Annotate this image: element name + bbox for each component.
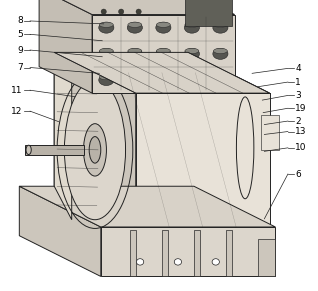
Ellipse shape xyxy=(99,48,113,54)
Ellipse shape xyxy=(136,9,141,14)
Text: 7: 7 xyxy=(17,63,23,72)
Polygon shape xyxy=(54,52,188,186)
Ellipse shape xyxy=(128,22,142,27)
Ellipse shape xyxy=(99,74,113,80)
Ellipse shape xyxy=(156,74,171,86)
Ellipse shape xyxy=(26,145,31,155)
Ellipse shape xyxy=(184,48,199,59)
Text: 12: 12 xyxy=(11,107,23,116)
Polygon shape xyxy=(194,230,200,276)
Ellipse shape xyxy=(213,22,228,33)
Polygon shape xyxy=(162,230,168,276)
Polygon shape xyxy=(54,52,136,227)
Bar xyxy=(25,145,84,155)
Ellipse shape xyxy=(128,48,142,54)
Ellipse shape xyxy=(127,22,142,33)
Text: 11: 11 xyxy=(11,86,23,95)
Bar xyxy=(261,115,279,150)
Polygon shape xyxy=(136,93,270,227)
Ellipse shape xyxy=(99,22,113,27)
Ellipse shape xyxy=(99,74,114,86)
Ellipse shape xyxy=(119,9,124,14)
Polygon shape xyxy=(92,15,235,93)
Ellipse shape xyxy=(185,48,199,54)
Ellipse shape xyxy=(213,74,228,86)
Ellipse shape xyxy=(84,124,107,176)
Text: 6: 6 xyxy=(295,170,301,178)
Polygon shape xyxy=(39,0,92,93)
Text: 3: 3 xyxy=(295,91,301,100)
Text: 1: 1 xyxy=(295,78,301,86)
Ellipse shape xyxy=(213,74,227,80)
Ellipse shape xyxy=(185,22,199,27)
Ellipse shape xyxy=(89,136,101,163)
Ellipse shape xyxy=(99,22,114,33)
Ellipse shape xyxy=(184,74,199,86)
Text: 10: 10 xyxy=(295,143,307,152)
Polygon shape xyxy=(54,52,270,93)
Ellipse shape xyxy=(213,22,227,27)
Ellipse shape xyxy=(99,48,114,59)
Polygon shape xyxy=(130,230,136,276)
Polygon shape xyxy=(54,52,72,220)
Ellipse shape xyxy=(213,48,227,54)
Polygon shape xyxy=(101,227,275,276)
Polygon shape xyxy=(19,186,101,276)
Ellipse shape xyxy=(213,48,228,59)
Ellipse shape xyxy=(136,259,144,265)
Text: 13: 13 xyxy=(295,127,307,136)
Text: 4: 4 xyxy=(295,64,301,73)
Text: 2: 2 xyxy=(295,117,301,125)
Text: 9: 9 xyxy=(17,46,23,54)
Polygon shape xyxy=(39,0,235,15)
Ellipse shape xyxy=(156,48,171,59)
Text: 8: 8 xyxy=(17,17,23,25)
Ellipse shape xyxy=(156,74,170,80)
Ellipse shape xyxy=(156,22,171,33)
Ellipse shape xyxy=(185,74,199,80)
Text: 19: 19 xyxy=(295,104,307,113)
Text: 5: 5 xyxy=(17,30,23,39)
Ellipse shape xyxy=(101,9,106,14)
Ellipse shape xyxy=(65,80,126,220)
Bar xyxy=(185,0,232,26)
Ellipse shape xyxy=(174,259,182,265)
Ellipse shape xyxy=(127,74,142,86)
Ellipse shape xyxy=(127,48,142,59)
Ellipse shape xyxy=(184,22,199,33)
Ellipse shape xyxy=(128,74,142,80)
Ellipse shape xyxy=(156,48,170,54)
Ellipse shape xyxy=(156,22,170,27)
Polygon shape xyxy=(19,186,275,227)
Polygon shape xyxy=(258,239,275,276)
Polygon shape xyxy=(54,52,270,93)
Polygon shape xyxy=(226,230,232,276)
Ellipse shape xyxy=(212,259,219,265)
